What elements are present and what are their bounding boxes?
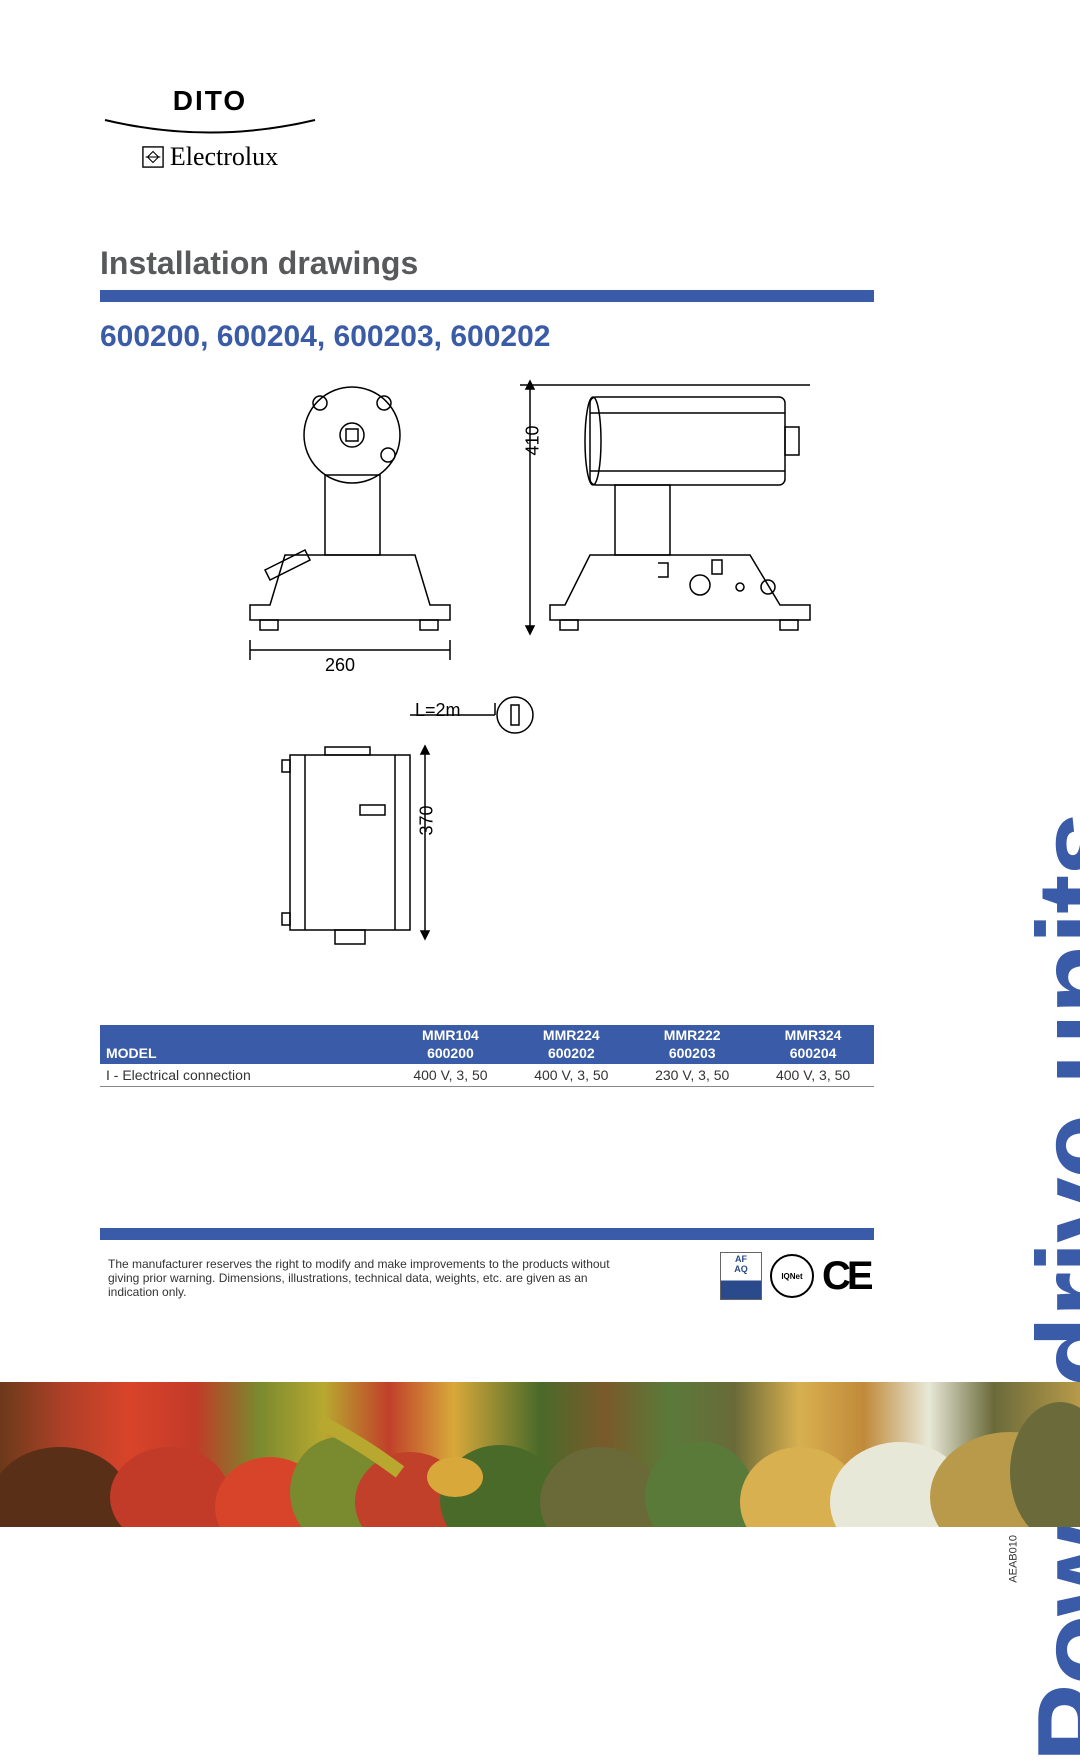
cell: 400 V, 3, 50: [753, 1064, 874, 1087]
sidebar-title: Power drive units: [1012, 813, 1080, 1763]
dim-width: 260: [325, 655, 355, 676]
footer-image-band: [0, 1382, 1080, 1527]
brand-logo: DITO Electrolux: [100, 85, 320, 172]
drawing-codes: 600200, 600204, 600203, 600202: [100, 320, 550, 354]
table-row: I - Electrical connection 400 V, 3, 50 4…: [100, 1064, 874, 1087]
th-col-2: MMR222 600203: [632, 1025, 753, 1064]
spec-table: MODEL MMR104 600200 MMR224 600202 MMR222…: [100, 1025, 874, 1087]
iqnet-badge: IQNet: [770, 1254, 814, 1298]
ce-mark: CE: [822, 1254, 870, 1299]
dim-cable: L=2m: [415, 700, 461, 721]
th-col-1: MMR224 600202: [511, 1025, 632, 1064]
dim-height: 410: [523, 425, 544, 455]
section-rule: [100, 290, 874, 302]
electrolux-wordmark: Electrolux: [170, 142, 278, 172]
cell: 400 V, 3, 50: [511, 1064, 632, 1087]
th-col-0: MMR104 600200: [390, 1025, 511, 1064]
disclaimer-text: The manufacturer reserves the right to m…: [108, 1258, 628, 1299]
cert-badges: AFAQ IQNet CE: [720, 1252, 870, 1300]
electrolux-icon: [142, 146, 164, 168]
afaq-badge: AFAQ: [720, 1252, 762, 1300]
logo-arc: [100, 115, 320, 135]
dim-depth: 370: [417, 805, 438, 835]
technical-drawings: 260 410 370 L=2m: [220, 355, 870, 975]
section-title: Installation drawings: [100, 245, 418, 282]
th-col-3: MMR324 600204: [753, 1025, 874, 1064]
cell: 230 V, 3, 50: [632, 1064, 753, 1087]
doc-code: AEAB010: [1008, 1535, 1020, 1583]
th-model: MODEL: [100, 1025, 390, 1064]
cell: 400 V, 3, 50: [390, 1064, 511, 1087]
disclaimer-rule: [100, 1228, 874, 1240]
dito-wordmark: DITO: [100, 85, 320, 117]
row-label: I - Electrical connection: [100, 1064, 390, 1087]
